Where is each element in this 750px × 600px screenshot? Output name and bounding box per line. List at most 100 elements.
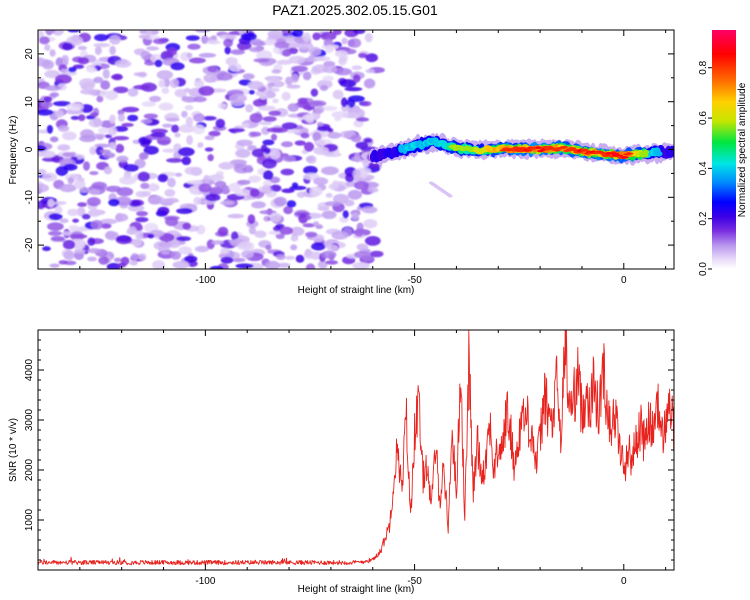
noise-blob — [86, 197, 101, 207]
noise-blob — [113, 86, 129, 94]
noise-blob — [108, 198, 120, 207]
noise-blob — [170, 62, 185, 71]
noise-blob — [327, 132, 342, 139]
noise-blob — [105, 90, 118, 101]
noise-blob — [300, 132, 310, 139]
noise-blob — [108, 126, 118, 136]
noise-blob — [325, 193, 333, 198]
noise-blob — [287, 103, 299, 112]
noise-blob — [188, 57, 206, 64]
noise-blob — [66, 103, 84, 112]
noise-blob — [99, 90, 109, 98]
noise-blob — [54, 205, 63, 215]
noise-blob — [219, 34, 237, 40]
y-tick-label: 2000 — [24, 458, 35, 481]
noise-blob — [227, 213, 245, 219]
noise-blob — [157, 206, 170, 216]
noise-blob — [217, 103, 227, 109]
ridge-cell — [561, 145, 568, 149]
noise-blob — [286, 200, 297, 208]
noise-blob — [185, 35, 200, 41]
noise-blob — [61, 55, 69, 63]
noise-blob — [79, 135, 96, 143]
noise-blob — [197, 142, 204, 148]
noise-blob — [218, 162, 235, 170]
noise-blob — [79, 187, 90, 193]
noise-blob — [138, 34, 151, 39]
noise-blob — [258, 121, 273, 126]
noise-blob — [290, 73, 299, 83]
noise-blob — [259, 92, 268, 100]
noise-blob — [109, 114, 116, 124]
noise-blob — [48, 213, 63, 221]
noise-blob — [347, 112, 361, 119]
noise-blob — [248, 46, 263, 53]
noise-blob — [181, 156, 192, 166]
noise-blob — [93, 43, 111, 48]
noise-blob — [176, 236, 192, 242]
colorbar-tick-label: 0.6 — [698, 111, 709, 125]
ridge-cell — [621, 156, 629, 159]
noise-blob — [201, 35, 209, 44]
noise-blob — [96, 95, 104, 103]
noise-blob — [53, 201, 67, 206]
noise-blob — [87, 237, 96, 246]
noise-blob — [308, 46, 322, 57]
noise-blob — [254, 230, 267, 238]
noise-blob — [326, 244, 339, 252]
snr-panel: -100 -50 0 1000 2000 3000 4000 Height of strai… — [8, 329, 675, 595]
noise-blob — [320, 31, 337, 41]
noise-blob — [344, 199, 355, 207]
ridge-cell — [537, 149, 544, 153]
noise-blob — [208, 130, 221, 137]
noise-blob — [267, 82, 275, 88]
noise-blob — [276, 59, 293, 65]
noise-blob — [238, 241, 252, 250]
noise-blob — [162, 198, 179, 204]
noise-blob — [173, 143, 182, 151]
noise-blob — [58, 260, 68, 265]
noise-blob — [207, 154, 214, 162]
noise-blob — [105, 185, 122, 193]
noise-blob — [170, 251, 182, 260]
noise-blob — [241, 250, 254, 259]
noise-blob — [186, 180, 204, 185]
noise-blob — [198, 52, 217, 58]
noise-blob — [158, 79, 166, 88]
noise-blob — [146, 46, 160, 51]
noise-blob — [296, 191, 306, 198]
noise-blob — [94, 45, 102, 56]
noise-blob — [342, 210, 349, 219]
y-tick-label: 20 — [24, 48, 35, 60]
ridge-cell — [668, 145, 674, 157]
noise-blob — [55, 109, 64, 118]
noise-blob — [186, 52, 193, 59]
noise-blob — [258, 185, 271, 193]
noise-blob — [281, 30, 293, 35]
y-tick-label: 10 — [24, 96, 35, 108]
noise-blob — [72, 240, 86, 250]
noise-blob — [103, 152, 116, 159]
noise-blob — [91, 181, 107, 190]
noise-blob — [360, 101, 372, 107]
colorbar-ticks: 0.0 0.2 0.4 0.6 0.8 — [698, 60, 712, 276]
noise-blob — [42, 59, 54, 70]
ridge-cell — [582, 148, 589, 152]
noise-blob — [40, 101, 53, 108]
noise-blob — [123, 164, 139, 172]
noise-blob — [355, 141, 369, 149]
noise-blob — [265, 190, 277, 198]
y-tick-label: 0 — [24, 146, 35, 152]
noise-blob — [354, 152, 361, 163]
snr-ticks: -100 -50 0 1000 2000 3000 4000 — [24, 329, 674, 587]
noise-blob — [166, 47, 177, 56]
noise-blob — [279, 226, 293, 235]
noise-blob — [341, 97, 348, 108]
noise-blob — [135, 190, 148, 198]
noise-blob — [258, 105, 276, 111]
noise-blob — [350, 134, 362, 143]
noise-blob — [309, 186, 323, 197]
noise-blob — [269, 212, 282, 223]
noise-blob — [62, 42, 73, 51]
noise-blob — [302, 172, 320, 181]
